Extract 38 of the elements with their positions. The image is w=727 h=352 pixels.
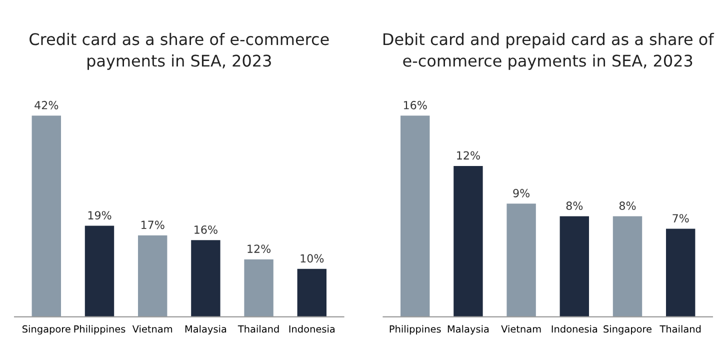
data-label: 12% [248,244,271,254]
x-tick-label: Malaysia [448,325,489,335]
data-label: 19% [88,211,112,220]
bar [454,166,483,317]
data-label: 17% [141,220,164,230]
x-tick-label: Thailand [660,325,701,333]
bar [297,268,326,317]
x-tick-label: Indonesia [289,325,335,333]
chart-title: Credit card as a share of e-commerce payments in SEA, 2023 [30,32,329,70]
bar [244,259,274,317]
x-tick-label: Vietnam [132,325,172,333]
x-tick-label: Philippines [74,325,126,335]
bar [138,235,168,317]
x-tick-label: Philippines [390,325,441,335]
bar [612,216,642,317]
data-label: 10% [300,254,324,263]
data-label: 12% [457,151,480,160]
x-tick-label: Singapore [604,325,652,335]
bar [560,216,590,317]
data-label: 8% [619,202,636,210]
x-tick-label: Vietnam [501,325,541,333]
bar [84,226,114,317]
x-tick-label: Thailand [238,325,279,333]
data-label: 8% [566,202,583,210]
chart-title: Debit card and prepaid card as a share of e-commerce payments in SEA, 2023 [383,32,714,70]
data-label: 7% [672,214,689,222]
data-label: 42% [34,100,58,110]
bar [32,116,61,317]
bar [400,116,430,317]
bar [506,204,536,317]
data-label: 16% [194,225,218,234]
bar [191,240,220,317]
x-tick-label: Malaysia [185,325,226,335]
x-tick-label: Indonesia [552,325,598,333]
data-label: 9% [513,188,530,198]
x-tick-label: Singapore [22,325,70,335]
data-label: 16% [404,100,427,110]
bar [666,228,696,317]
